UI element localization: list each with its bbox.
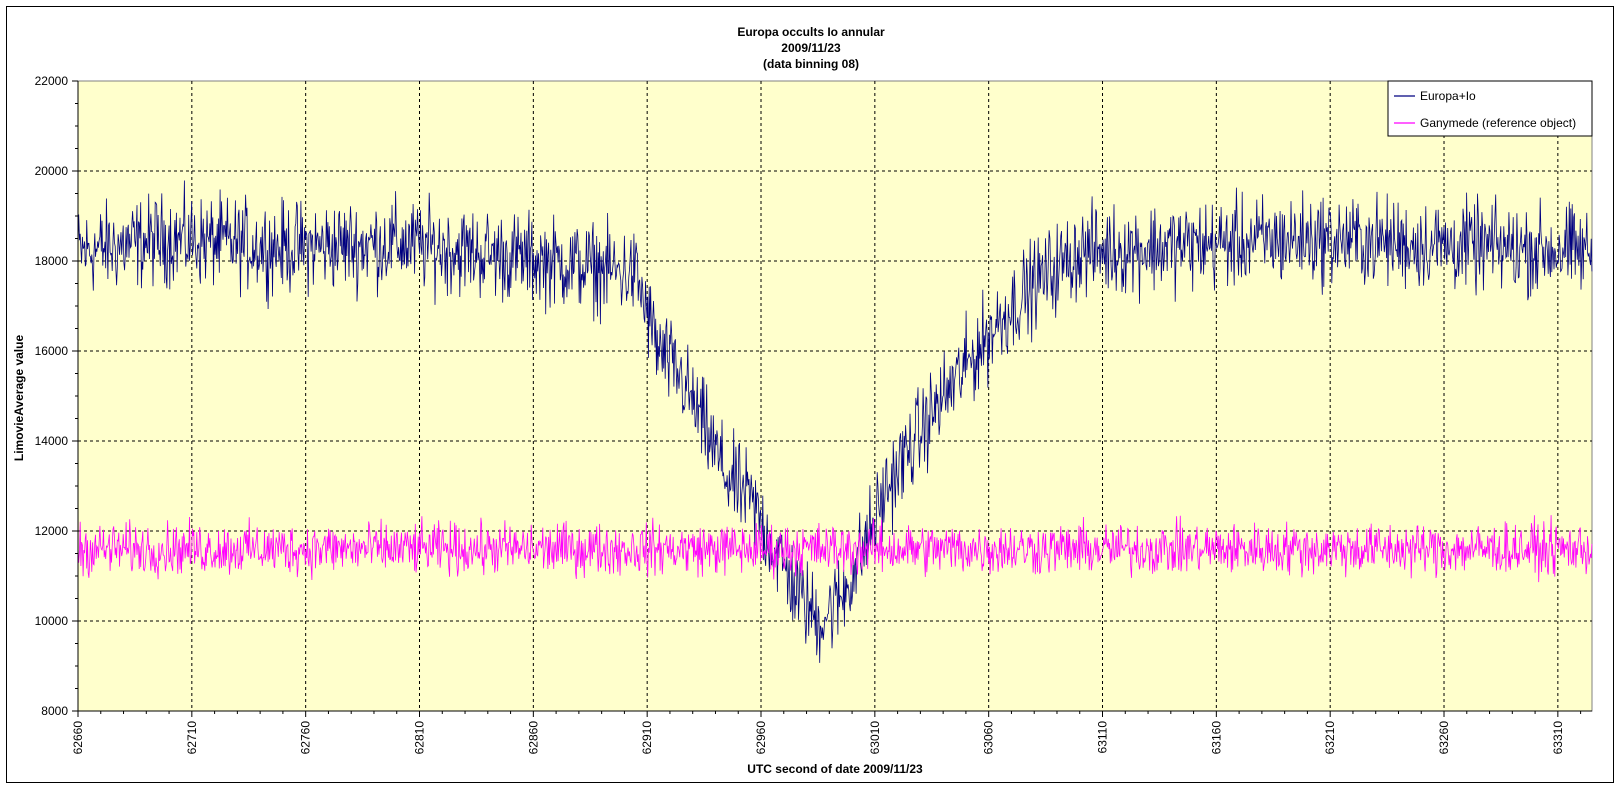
- x-tick-label: 62910: [640, 721, 654, 755]
- legend-label-ganymede: Ganymede (reference object): [1420, 116, 1576, 130]
- axes: 8000 10000 12000 14000 16000 18000 20000 22000 6…: [35, 74, 1592, 754]
- x-tick-label: 63110: [1096, 721, 1110, 754]
- y-tick-label: 12000: [35, 524, 69, 538]
- legend-label-europa-io: Europa+Io: [1420, 89, 1476, 103]
- y-tick-label: 10000: [35, 614, 69, 628]
- y-tick-label: 22000: [35, 74, 69, 88]
- title-line-3: (data binning 08): [763, 57, 859, 71]
- x-tick-label: 63060: [982, 721, 996, 755]
- y-tick-label: 20000: [35, 164, 69, 178]
- x-tick-label: 63260: [1437, 721, 1451, 755]
- x-tick-label: 63010: [868, 721, 882, 755]
- x-tick-label: 62710: [185, 721, 199, 755]
- title-line-2: 2009/11/23: [781, 41, 841, 55]
- x-tick-label: 62760: [299, 721, 313, 755]
- y-tick-label: 14000: [35, 434, 69, 448]
- x-tick-label: 63310: [1551, 721, 1565, 755]
- title-line-1: Europa occults Io annular: [737, 25, 885, 39]
- legend-box: [1387, 80, 1593, 137]
- x-tick-label: 62860: [526, 721, 540, 755]
- x-tick-label: 63160: [1209, 721, 1223, 755]
- series-layer: [77, 180, 1593, 663]
- y-tick-label: 18000: [35, 254, 69, 268]
- series-line-1: [77, 515, 1593, 583]
- x-tick-label: 62810: [413, 721, 427, 755]
- y-tick-label: 16000: [35, 344, 69, 358]
- legend: Europa+Io Ganymede (reference object): [1387, 80, 1593, 137]
- series-line-0: [77, 180, 1593, 663]
- y-axis-title: LimovieAverage value: [12, 335, 26, 462]
- plot-area: [77, 80, 1593, 712]
- x-tick-label: 62960: [754, 721, 768, 755]
- x-axis-title: UTC second of date 2009/11/23: [747, 762, 923, 776]
- x-tick-label: 63210: [1323, 721, 1337, 755]
- chart-title: Europa occults Io annular 2009/11/23 (da…: [737, 25, 885, 71]
- x-tick-label: 62660: [71, 721, 85, 755]
- y-tick-label: 8000: [41, 704, 68, 718]
